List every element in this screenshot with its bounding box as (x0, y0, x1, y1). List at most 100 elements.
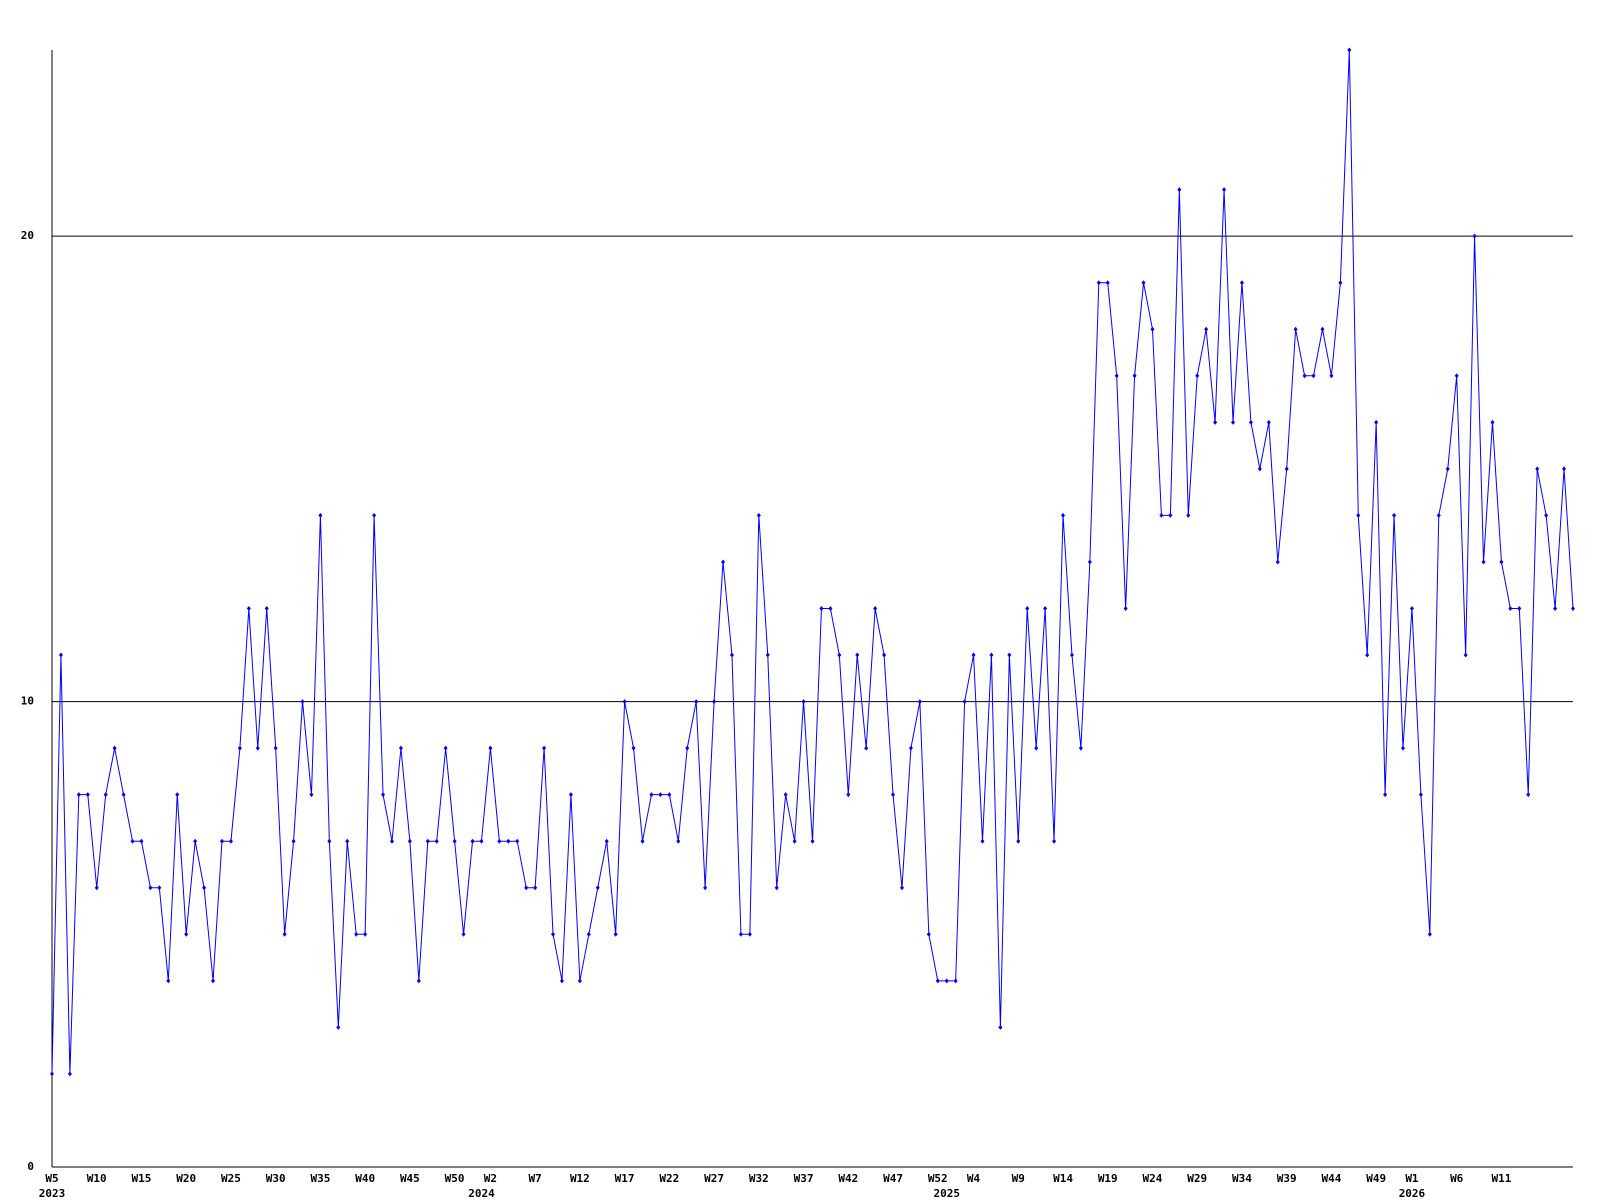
point (524, 885, 529, 891)
x-tick-label: W1 (1405, 1172, 1419, 1185)
y-tick-label: 0 (27, 1160, 34, 1173)
point (184, 931, 189, 937)
point (926, 931, 931, 937)
point (1472, 233, 1477, 239)
point (1427, 931, 1432, 937)
year-label: 2025 (933, 1187, 960, 1200)
point (291, 838, 296, 844)
y-tick-label: 20 (21, 229, 34, 242)
point (1338, 280, 1343, 286)
point (309, 792, 314, 798)
point (1248, 419, 1253, 425)
point (1034, 745, 1039, 751)
point (1213, 419, 1218, 425)
x-tick-label: W35 (310, 1172, 330, 1185)
point (1311, 373, 1316, 379)
point (336, 1024, 341, 1030)
point (1544, 512, 1549, 518)
x-tick-label: W44 (1321, 1172, 1341, 1185)
point (1204, 326, 1209, 332)
point (1553, 606, 1558, 611)
point (1392, 512, 1397, 518)
x-tick-label: W19 (1098, 1172, 1118, 1185)
point (425, 838, 430, 844)
point (613, 931, 618, 937)
point (1293, 326, 1298, 332)
x-tick-label: W42 (838, 1172, 858, 1185)
point (85, 792, 90, 798)
point (372, 512, 377, 518)
point (1141, 280, 1146, 286)
point (989, 652, 994, 658)
point (551, 931, 556, 937)
point (416, 978, 421, 984)
x-tick-label: W5 (45, 1172, 58, 1185)
point (1016, 838, 1021, 844)
point (1275, 559, 1280, 565)
point (712, 699, 717, 705)
point (882, 652, 887, 658)
x-tick-label: W29 (1187, 1172, 1207, 1185)
point (729, 652, 734, 658)
point (837, 652, 842, 658)
point (774, 885, 779, 891)
point (327, 838, 332, 844)
x-tick-label: W45 (400, 1172, 420, 1185)
x-tick-label: W17 (615, 1172, 635, 1185)
x-tick-label: W32 (749, 1172, 769, 1185)
point (228, 838, 233, 844)
point (1078, 745, 1083, 751)
point (1052, 838, 1057, 844)
year-label: 2023 (39, 1187, 66, 1200)
point (1177, 187, 1182, 193)
x-tick-label: W47 (883, 1172, 903, 1185)
series-line (51, 49, 1574, 1074)
point (1150, 326, 1155, 332)
point (157, 885, 162, 891)
point (694, 699, 699, 705)
point (658, 792, 663, 798)
point (300, 699, 305, 705)
point (1320, 326, 1325, 332)
point (667, 792, 672, 798)
point (452, 838, 457, 844)
point (801, 699, 806, 705)
point (1087, 559, 1092, 565)
point (1365, 652, 1370, 658)
point (765, 652, 770, 658)
point (506, 838, 511, 844)
point (345, 838, 350, 844)
point (1445, 466, 1450, 472)
point (962, 699, 967, 705)
point (1007, 652, 1012, 658)
point (846, 792, 851, 798)
point (273, 745, 278, 751)
x-tick-label: W27 (704, 1172, 724, 1185)
point (917, 699, 922, 705)
point (1329, 373, 1334, 379)
point (461, 931, 466, 937)
point (1239, 280, 1244, 286)
point (1562, 466, 1567, 472)
point (1302, 373, 1307, 379)
point (604, 838, 609, 844)
point (398, 745, 403, 751)
point (1383, 792, 1388, 798)
point (1257, 466, 1262, 472)
x-tick-label: W22 (659, 1172, 679, 1185)
point (1571, 606, 1575, 611)
x-tick-label: W6 (1450, 1172, 1464, 1185)
year-label: 2024 (468, 1187, 495, 1200)
point (1526, 792, 1531, 798)
point (255, 745, 260, 751)
point (148, 885, 153, 891)
point (864, 745, 869, 751)
point (1222, 187, 1227, 193)
x-tick-label: W2 (484, 1172, 497, 1185)
point (434, 838, 439, 844)
point (908, 745, 913, 751)
point (103, 792, 108, 798)
point (1195, 373, 1200, 379)
point (1463, 652, 1468, 658)
